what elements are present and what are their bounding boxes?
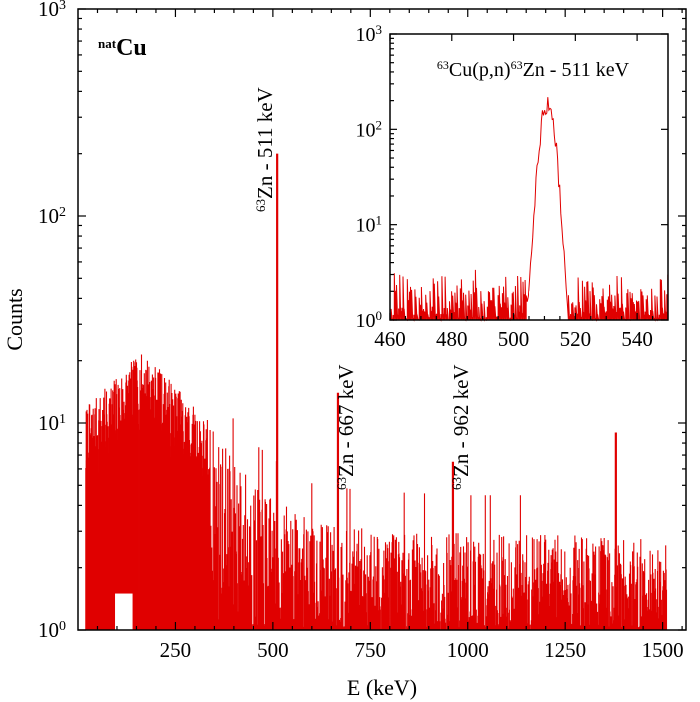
inset-y-tick-label: 101 <box>356 212 383 237</box>
inset-y-tick-label: 100 <box>356 308 383 333</box>
x-axis-label: E (keV) <box>347 675 417 700</box>
x-tick-label: 250 <box>160 638 192 662</box>
inset-x-tick-label: 480 <box>436 327 468 351</box>
inset-x-tick-label: 500 <box>498 327 530 351</box>
peak-label: 63Zn - 667 keV <box>334 364 359 490</box>
inset-title: 63Cu(p,n)63Zn - 511 keV <box>437 58 630 81</box>
main-plot-frame <box>77 8 687 631</box>
sample-label: natCu <box>98 35 147 61</box>
inset-x-tick-label: 540 <box>621 327 653 351</box>
x-tick-label: 1000 <box>447 638 489 662</box>
peak-label: 63Zn - 962 keV <box>449 364 474 490</box>
inset-background <box>390 34 668 320</box>
x-tick-label: 1250 <box>544 638 586 662</box>
inset-y-tick-label: 103 <box>356 22 383 47</box>
x-tick-label: 500 <box>257 638 289 662</box>
y-tick-label: 100 <box>38 618 66 642</box>
spectrum-low-energy-fill <box>85 406 207 630</box>
y-axis-label: Counts <box>2 288 27 350</box>
inset-y-tick-label: 102 <box>356 117 383 142</box>
inset-gap <box>529 291 557 320</box>
spectrum-gap <box>115 593 133 630</box>
main-plot: 250 500 750 1000 1250 1500 100 101 102 103 E (keV)… <box>2 0 687 700</box>
inset-x-tick-label: 520 <box>560 327 592 351</box>
y-tick-label: 102 <box>38 204 66 228</box>
inset-plot: 460 480 500 520 540 100 101 102 103 63Cu(p,n)63Zn… <box>356 22 669 351</box>
peak-label: 63Zn - 511 keV <box>253 87 278 212</box>
y-tick-label: 101 <box>38 411 66 435</box>
inset-x-tick-label: 460 <box>374 327 406 351</box>
x-tick-label: 1500 <box>642 638 684 662</box>
y-tick-label: 103 <box>38 0 66 21</box>
x-tick-label: 750 <box>355 638 387 662</box>
